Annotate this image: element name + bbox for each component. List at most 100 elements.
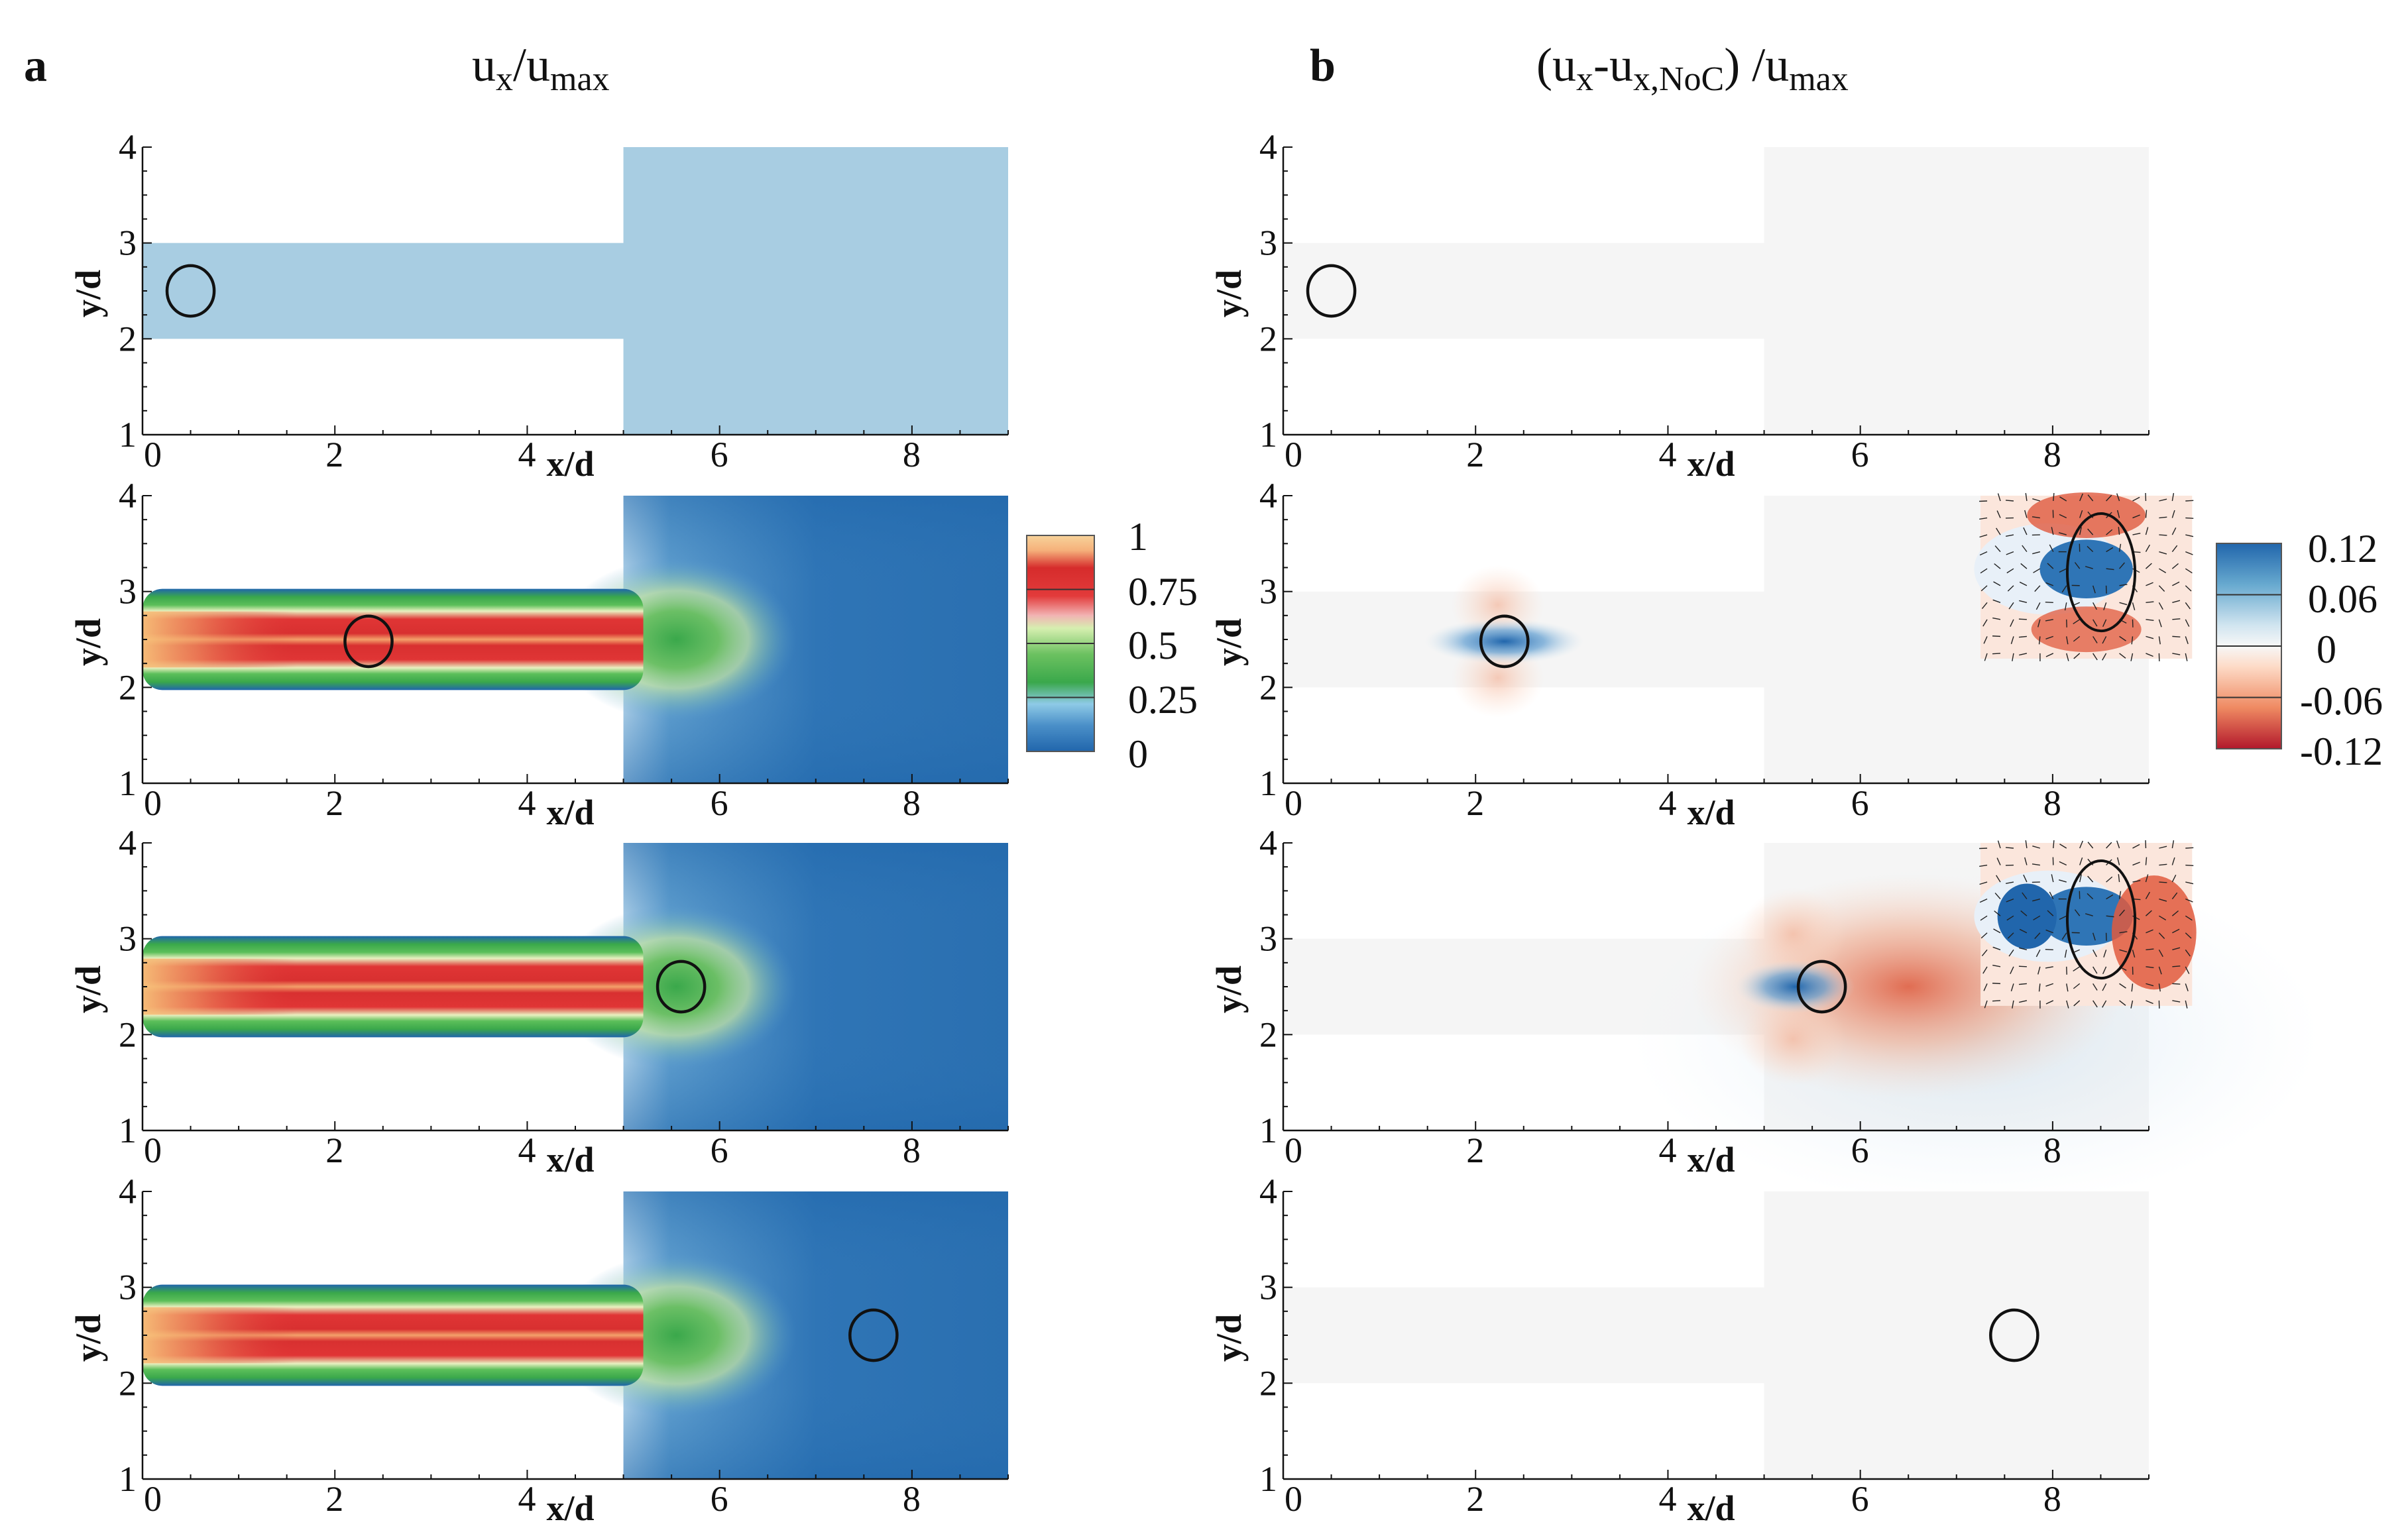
y-tick-label-a-row-1: 3: [119, 223, 137, 263]
inset-arrow-b-row-3: [2171, 840, 2175, 849]
inset-arrow-b-row-2: [2085, 566, 2093, 569]
inset-arrow-b-row-3: [2006, 915, 2014, 921]
inset-arrow-b-row-3: [2158, 966, 2162, 975]
inset-arrow-b-row-2: [2073, 619, 2081, 625]
inset-arrow-b-row-2: [2118, 543, 2122, 552]
inset-arrow-b-row-2: [2132, 602, 2136, 611]
inset-arrow-b-row-3: [2172, 965, 2181, 967]
colorbar-b-tick-0: 0: [2317, 628, 2336, 671]
y-axis-title-a-row-3: y/d: [68, 965, 108, 1013]
inset-arrow-b-row-3: [2132, 950, 2136, 958]
inset-arrow-b-row-3: [1994, 893, 2001, 900]
inset-b-row-3: [1974, 840, 2197, 1009]
inset-arrow-b-row-3: [1996, 875, 2001, 883]
x-tick-label-a-row-3: 0: [144, 1130, 162, 1170]
inset-arrow-b-row-3: [2045, 983, 2054, 987]
inset-arrow-b-row-2: [2053, 492, 2055, 502]
x-tick-label-b-row-4: 4: [1658, 1479, 1676, 1519]
jet-inlet-a-row-2: [143, 611, 297, 668]
inset-arrow-b-row-2: [2119, 602, 2128, 606]
inset-arrow-b-row-3: [2037, 966, 2041, 975]
inset-arrow-b-row-3: [1997, 840, 2001, 849]
inset-arrow-b-row-2: [2037, 619, 2041, 628]
inset-arrow-b-row-3: [2073, 1000, 2081, 1007]
inset-arrow-b-row-3: [1980, 915, 1988, 921]
x-tick-label-a-row-4: 2: [325, 1479, 343, 1519]
inset-arrow-b-row-3: [2045, 966, 2053, 969]
inset-arrow-b-row-2: [2032, 498, 2041, 502]
y-tick-label-a-row-1: 4: [119, 127, 137, 167]
y-axis-title-b-row-2: y/d: [1209, 618, 1249, 666]
inset-arrow-b-row-2: [2102, 653, 2107, 661]
inset-arrow-b-row-3: [2185, 898, 2193, 903]
inset-cell-outline-b-row-3: [2065, 859, 2137, 980]
x-tick-label-a-row-4: 8: [903, 1479, 921, 1519]
inset-arrow-b-row-2: [2171, 527, 2177, 535]
inset-arrow-b-row-3: [2093, 983, 2098, 991]
inset-arrow-b-row-3: [2038, 983, 2041, 992]
inset-arrow-b-row-3: [1992, 946, 2001, 950]
inset-arrow-b-row-2: [2185, 568, 2193, 574]
inset-blue-core-b-row-2: [2039, 539, 2133, 598]
inset-arrow-b-row-3: [2185, 949, 2191, 957]
inset-arrow-b-row-3: [2085, 913, 2093, 916]
inset-arrow-b-row-2: [2051, 527, 2054, 535]
inset-arrow-b-row-2: [2074, 562, 2081, 569]
inset-arrow-b-row-3: [2145, 910, 2152, 916]
plot-b-row-2: 0 2 4 6 8 1 2 3 4 x/d y/d: [1209, 476, 2194, 832]
jet-inlet-a-row-3: [143, 958, 297, 1015]
y-tick-label-b-row-3: 1: [1259, 1111, 1277, 1150]
inset-arrow-b-row-2: [2146, 582, 2153, 586]
channel-a-row-1: [143, 243, 625, 339]
inset-arrow-b-row-2: [2130, 653, 2134, 661]
cell-outline-a-row-2: [343, 614, 394, 669]
inset-arrow-b-row-3: [2019, 928, 2028, 934]
inset-arrow-b-row-2: [2061, 585, 2067, 593]
inset-arrow-b-row-3: [2102, 966, 2107, 975]
inset-arrow-b-row-3: [2119, 949, 2128, 953]
inset-cell-outline-b-row-2: [2065, 512, 2137, 633]
x-tick-label-a-row-2: 0: [144, 783, 162, 823]
inset-arrow-b-row-3: [2093, 1000, 2098, 1008]
y-tick-label-a-row-3: 2: [119, 1015, 137, 1054]
panel-title-b: (ux-ux,NoC) /umax: [1536, 38, 1849, 98]
inset-arrow-b-row-3: [2010, 983, 2014, 992]
inset-arrow-b-row-2: [2185, 585, 2192, 592]
inset-arrow-b-row-2: [2145, 544, 2150, 552]
inset-arrow-b-row-2: [2145, 563, 2152, 569]
inset-arrow-b-row-3: [2064, 950, 2067, 958]
inset-arrow-b-row-3: [2159, 898, 2167, 902]
x-tick-label-a-row-4: 4: [518, 1479, 536, 1519]
x-tick-label-b-row-3: 2: [1466, 1130, 1484, 1170]
y-tick-label-b-row-4: 2: [1259, 1363, 1277, 1403]
y-tick-label-b-row-4: 3: [1259, 1268, 1277, 1307]
inset-arrow-b-row-3: [2006, 898, 2014, 903]
inset-arrow-b-row-2: [2079, 527, 2082, 535]
y-tick-label-b-row-1: 3: [1259, 223, 1277, 263]
inset-arrow-b-row-3: [2102, 1000, 2107, 1008]
inset-arrow-b-row-2: [2087, 545, 2094, 553]
inset-arrow-b-row-3: [2119, 909, 2125, 916]
inset-arrow-b-row-2: [2019, 600, 2028, 603]
y-tick-label-b-row-3: 2: [1259, 1015, 1277, 1054]
inset-arrow-b-row-3: [2185, 915, 2193, 921]
inset-arrow-b-row-3: [2185, 864, 2194, 867]
inset-arrow-b-row-2: [2045, 619, 2053, 622]
inset-arrow-b-row-3: [2066, 983, 2069, 992]
y-tick-label-a-row-1: 1: [119, 415, 137, 455]
cell-outline-a-row-1: [165, 264, 216, 318]
y-tick-label-a-row-4: 4: [119, 1172, 137, 1211]
inset-arrow-b-row-3: [2061, 932, 2067, 940]
inset-arrow-b-row-3: [2020, 910, 2028, 916]
inset-arrow-b-row-3: [2118, 874, 2120, 883]
cell-outline-a-row-4: [848, 1308, 899, 1362]
inset-arrow-b-row-2: [2171, 563, 2179, 569]
inset-arrow-b-row-3: [2073, 983, 2081, 989]
inset-arrow-b-row-3: [2146, 929, 2153, 934]
inset-arrow-b-row-3: [2171, 892, 2178, 900]
y-tick-label-a-row-4: 2: [119, 1363, 137, 1403]
y-tick-label-a-row-2: 2: [119, 667, 137, 707]
inset-arrow-b-row-3: [2034, 932, 2041, 940]
inset-arrow-b-row-3: [2053, 840, 2055, 849]
inset-arrow-b-row-3: [1993, 928, 2001, 934]
